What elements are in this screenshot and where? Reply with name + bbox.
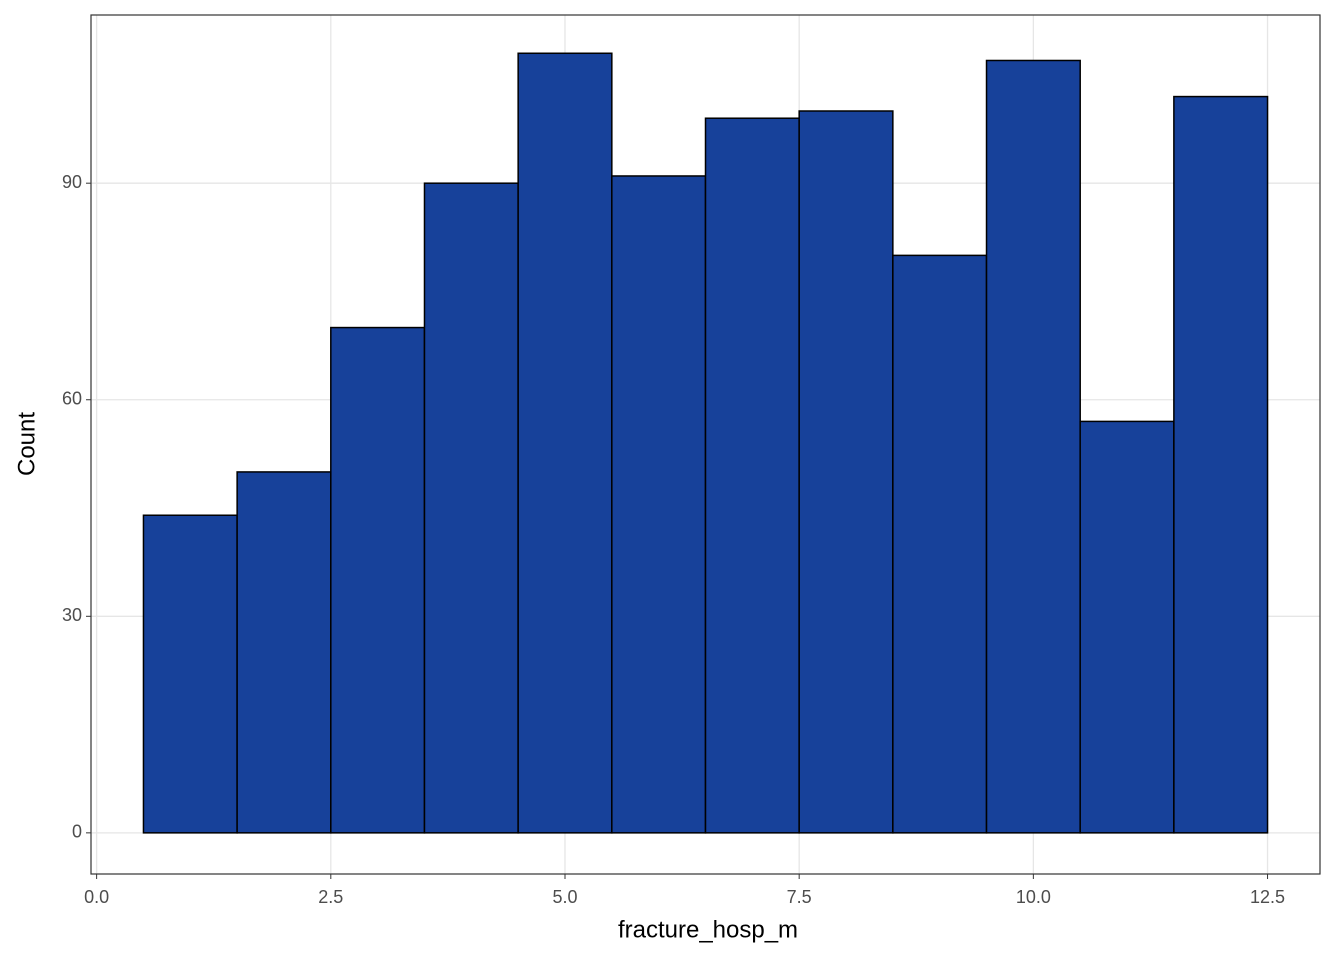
bar: [142, 514, 238, 834]
x-tick-label: 7.5: [787, 887, 812, 907]
y-tick-label: 30: [62, 605, 82, 625]
y-tick-label: 90: [62, 172, 82, 192]
bar: [517, 52, 613, 834]
bar: [236, 471, 332, 834]
bar: [1079, 420, 1175, 834]
bar: [985, 59, 1081, 834]
x-tick-label: 0.0: [84, 887, 109, 907]
x-tick-label: 5.0: [552, 887, 577, 907]
y-tick-label: 0: [72, 822, 82, 842]
x-tick-label: 10.0: [1016, 887, 1051, 907]
x-tick-label: 12.5: [1250, 887, 1285, 907]
x-tick-label: 2.5: [318, 887, 343, 907]
panel-border: [90, 14, 1321, 875]
y-axis-title: Count: [13, 412, 40, 476]
y-tick-label: 60: [62, 388, 82, 408]
bar: [704, 117, 800, 834]
bar: [1173, 95, 1269, 834]
bar: [798, 110, 894, 834]
bar: [423, 182, 519, 834]
bar: [611, 175, 707, 834]
x-axis-title: fracture_hosp_m: [618, 916, 798, 943]
bar: [330, 326, 426, 834]
bar: [892, 254, 988, 834]
